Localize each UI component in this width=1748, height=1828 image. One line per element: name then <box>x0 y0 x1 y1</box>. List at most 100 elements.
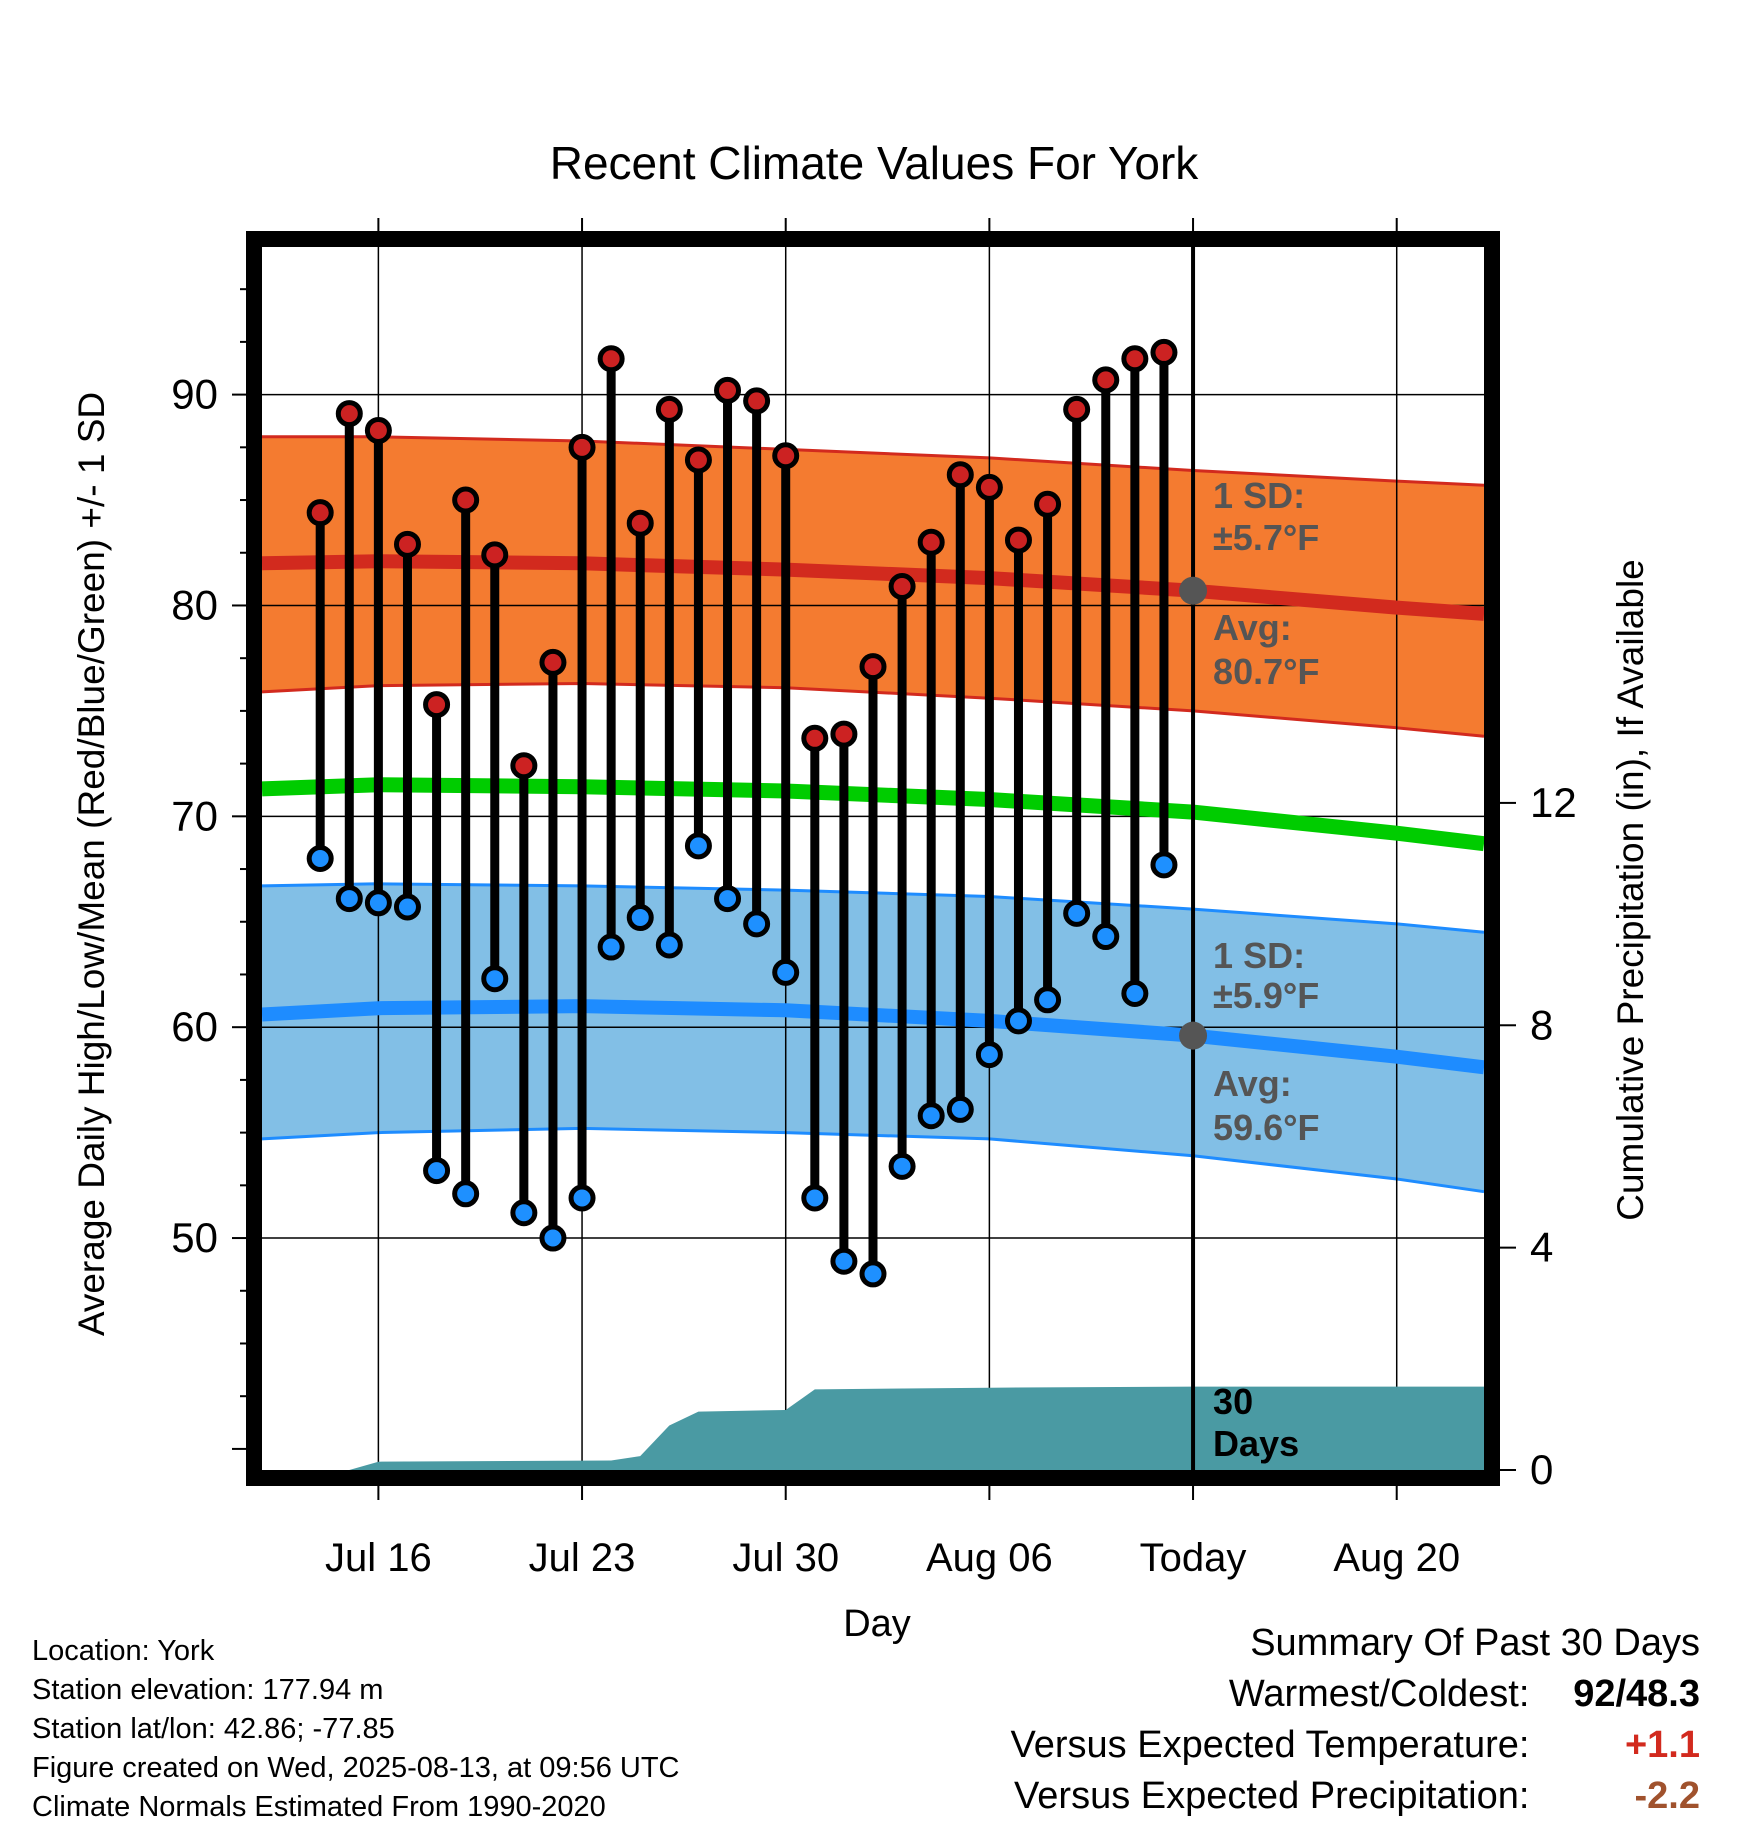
high-avg-label: Avg: <box>1213 607 1292 648</box>
daily-high-point <box>597 345 625 373</box>
daily-high-point <box>1150 338 1178 366</box>
y2-tick-label: 8 <box>1530 1001 1553 1048</box>
summary-header: Summary Of Past 30 Days <box>1250 1622 1700 1664</box>
today-high-avg-marker <box>1179 576 1208 605</box>
high-sd-band <box>262 436 1484 737</box>
daily-low-point <box>1092 923 1120 951</box>
created-text: Figure created on Wed, 2025-08-13, at 09… <box>32 1752 680 1784</box>
daily-high-point <box>655 395 683 423</box>
daily-high-point <box>568 433 596 461</box>
low-sd-band-lower-edge <box>261 1126 1485 1194</box>
daily-high-point <box>364 416 392 444</box>
cumulative-precip-area <box>262 1386 1484 1470</box>
precip-anomaly-value: -2.2 <box>1634 1775 1700 1817</box>
normal-mean-line <box>261 777 1485 852</box>
normal-low-line <box>261 999 1485 1075</box>
daily-high-point <box>888 572 916 600</box>
x-tick-label: Today <box>1140 1536 1247 1580</box>
daily-low-point <box>1004 1007 1032 1035</box>
daily-low-point <box>917 1102 945 1130</box>
daily-high-point <box>1034 490 1062 518</box>
daily-high-point <box>946 461 974 489</box>
daily-low-point <box>975 1041 1003 1069</box>
daily-low-point <box>888 1152 916 1180</box>
location-text: Location: York <box>32 1635 215 1667</box>
x-tick-label: Aug 20 <box>1333 1536 1460 1580</box>
daily-high-point <box>423 691 451 719</box>
high-sd-label: 1 SD: <box>1213 475 1305 516</box>
daily-low-point <box>684 832 712 860</box>
low-avg-label: Avg: <box>1213 1063 1292 1104</box>
x-tick-label: Jul 23 <box>529 1536 636 1580</box>
summary-temp-row: Versus Expected Temperature: +1.1 <box>1011 1720 1700 1771</box>
daily-low-point <box>510 1199 538 1227</box>
daily-high-point <box>539 648 567 676</box>
daily-low-point <box>568 1184 596 1212</box>
x-tick-label: Jul 16 <box>325 1536 432 1580</box>
daily-high-point <box>1063 395 1091 423</box>
daily-low-point <box>539 1224 567 1252</box>
daily-high-point <box>393 530 421 558</box>
daily-low-point <box>946 1095 974 1123</box>
warmest-value: 92/48.3 <box>1573 1673 1700 1715</box>
daily-low-point <box>452 1180 480 1208</box>
daily-high-point <box>830 720 858 748</box>
y-tick-label: 70 <box>171 792 218 839</box>
daily-low-point <box>597 933 625 961</box>
low-sd-value: ±5.9°F <box>1213 975 1319 1016</box>
daily-high-point <box>626 509 654 537</box>
window-label-line1: 30 <box>1213 1381 1253 1422</box>
daily-low-point <box>772 958 800 986</box>
warmest-label: Warmest/Coldest: <box>1228 1673 1530 1715</box>
low-sd-band-upper-edge <box>261 882 1485 934</box>
high-sd-value: ±5.7°F <box>1213 517 1319 558</box>
y-axis-label: Average Daily High/Low/Mean (Red/Blue/Gr… <box>71 391 112 1337</box>
y2-tick-label: 12 <box>1530 779 1577 826</box>
latlon-text: Station lat/lon: 42.86; -77.85 <box>32 1713 395 1745</box>
precip-anomaly-label: Versus Expected Precipitation: <box>1014 1775 1530 1817</box>
daily-high-point <box>510 752 538 780</box>
daily-high-point <box>684 446 712 474</box>
daily-low-point <box>393 893 421 921</box>
daily-high-point <box>859 653 887 681</box>
daily-low-point <box>364 889 392 917</box>
elevation-text: Station elevation: 177.94 m <box>32 1674 384 1706</box>
low-avg-value: 59.6°F <box>1213 1107 1319 1148</box>
y-tick-label: 50 <box>171 1214 218 1261</box>
y-tick-label: 60 <box>171 1003 218 1050</box>
chart-title: Recent Climate Values For York <box>549 137 1199 189</box>
normal-high-line <box>261 554 1485 621</box>
daily-low-point <box>335 885 363 913</box>
daily-high-point <box>801 724 829 752</box>
daily-low-point <box>1121 979 1149 1007</box>
daily-high-point <box>1092 366 1120 394</box>
daily-low-point <box>801 1184 829 1212</box>
high-sd-band-lower-edge <box>261 681 1485 738</box>
summary-precip-row: Versus Expected Precipitation: -2.2 <box>1011 1771 1700 1822</box>
daily-low-point <box>626 904 654 932</box>
daily-low-point <box>714 885 742 913</box>
daily-low-point <box>830 1247 858 1275</box>
daily-low-point <box>306 845 334 872</box>
daily-high-point <box>306 499 334 527</box>
x-axis-label: Day <box>843 1603 911 1645</box>
high-avg-value: 80.7°F <box>1213 651 1319 692</box>
daily-low-point <box>423 1157 451 1185</box>
plot-frame <box>246 231 1500 1486</box>
daily-low-point <box>1034 986 1062 1014</box>
daily-high-point <box>975 473 1003 501</box>
daily-high-point <box>772 442 800 470</box>
y-tick-label: 80 <box>171 581 218 628</box>
summary-warmest-row: Warmest/Coldest: 92/48.3 <box>1011 1669 1700 1720</box>
daily-high-point <box>714 376 742 404</box>
y2-axis-label: Cumulative Precipitation (in), If Availa… <box>1610 559 1651 1221</box>
summary-panel: Summary Of Past 30 Days Warmest/Coldest:… <box>1011 1618 1700 1822</box>
today-low-avg-marker <box>1179 1021 1208 1050</box>
daily-low-point <box>1063 899 1091 927</box>
daily-high-point <box>743 387 771 415</box>
high-sd-band-upper-edge <box>262 435 1485 487</box>
y-tick-label: 90 <box>171 371 218 418</box>
daily-low-point <box>743 910 771 938</box>
daily-high-point <box>1004 526 1032 554</box>
